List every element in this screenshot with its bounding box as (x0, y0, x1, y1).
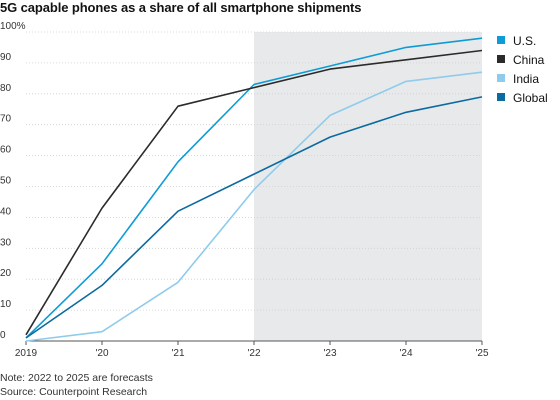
line-chart: 100% 90 80 70 60 50 40 30 20 10 0 2019 '20 '21 '22 '23… (0, 21, 548, 359)
legend-label: India (513, 72, 539, 86)
chart-note: Note: 2022 to 2025 are forecasts (0, 372, 153, 384)
series-line-us (25, 37, 483, 339)
y-tick-label: 50 (0, 176, 12, 187)
y-tick-label: 100% (0, 21, 26, 32)
y-tick-label: 90 (0, 52, 12, 63)
chart-title: 5G capable phones as a share of all smar… (0, 0, 362, 15)
x-tick-label: '22 (247, 348, 260, 359)
y-tick-label: 80 (0, 83, 12, 94)
x-tick-label: '25 (475, 348, 488, 359)
series-line-india (25, 71, 483, 342)
x-tick-label: 2019 (15, 348, 38, 359)
series-lines (25, 37, 483, 342)
x-tick-label: '23 (323, 348, 336, 359)
series-line-global (25, 96, 483, 339)
y-tick-label: 20 (0, 268, 12, 279)
series-line-china (25, 49, 483, 336)
x-tick-label: '20 (95, 348, 108, 359)
x-tick-label: '24 (399, 348, 412, 359)
legend-label: Global (513, 91, 548, 105)
y-tick-label: 10 (0, 299, 12, 310)
chart-source: Source: Counterpoint Research (0, 386, 148, 398)
legend-label: China (513, 53, 545, 67)
gridline-layer (26, 31, 482, 311)
legend-swatch (497, 74, 505, 82)
x-tick-label: '21 (171, 348, 184, 359)
y-tick-label: 70 (0, 114, 12, 125)
legend-swatch (497, 55, 505, 63)
y-tick-label: 40 (0, 206, 12, 217)
y-tick-label: 30 (0, 237, 12, 248)
legend: U.S. China India Global (497, 34, 548, 105)
y-axis-ticks: 100% 90 80 70 60 50 40 30 20 10 0 (0, 21, 26, 341)
y-tick-label: 0 (0, 330, 6, 341)
legend-swatch (497, 93, 505, 101)
x-axis: 2019 '20 '21 '22 '23 '24 '25 (15, 340, 489, 359)
y-tick-label: 60 (0, 145, 12, 156)
legend-swatch (497, 36, 505, 44)
legend-label: U.S. (513, 34, 536, 48)
